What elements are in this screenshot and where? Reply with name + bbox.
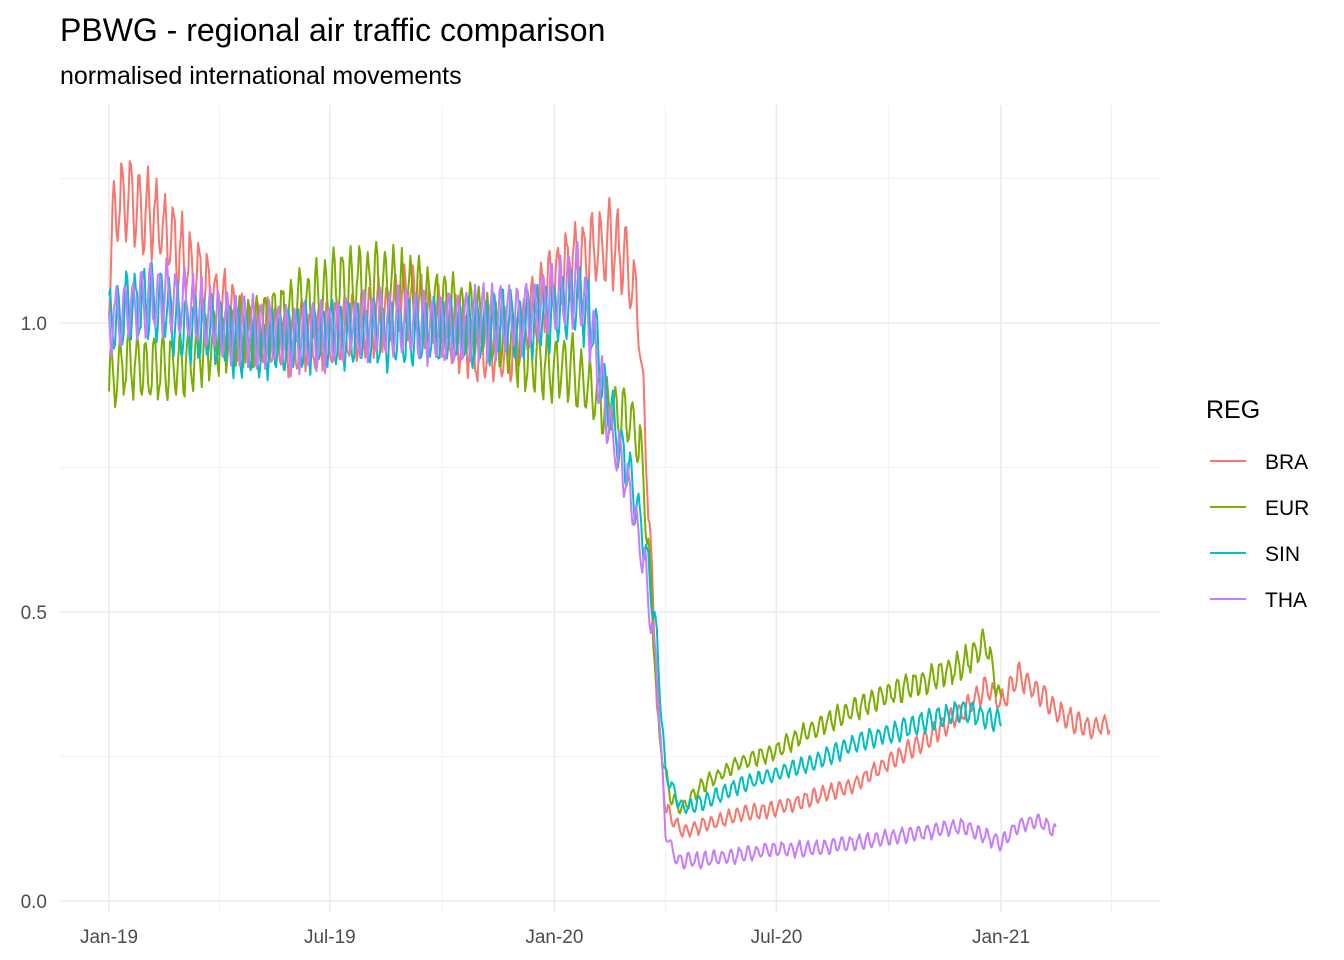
legend-label: THA (1265, 589, 1307, 612)
x-tick-label: Jul-19 (304, 927, 356, 948)
legend-label: EUR (1265, 497, 1309, 520)
y-tick-label: 0.0 (21, 892, 47, 913)
series-line-eur (108, 240, 1002, 815)
minor-gridlines (60, 105, 1160, 912)
series-line-tha (108, 241, 1057, 870)
y-tick-label: 0.5 (21, 603, 47, 624)
legend-title: REG (1206, 396, 1260, 424)
major-gridlines (60, 105, 1160, 912)
legend-label: BRA (1265, 451, 1308, 474)
x-tick-label: Jan-19 (80, 927, 138, 948)
chart-subtitle: normalised international movements (60, 62, 462, 90)
y-tick-label: 1.0 (21, 314, 47, 335)
series-line-bra (108, 160, 1111, 838)
legend: REG BRA EUR SIN THA (1206, 396, 1309, 612)
series-lines (108, 160, 1111, 870)
chart-title: PBWG - regional air traffic comparison (60, 12, 605, 48)
x-tick-label: Jul-20 (751, 927, 803, 948)
x-tick-label: Jan-20 (525, 927, 583, 948)
legend-label: SIN (1265, 543, 1300, 566)
y-axis-ticks: 0.0 0.5 1.0 (21, 314, 47, 913)
x-tick-label: Jan-21 (972, 927, 1030, 948)
x-axis-ticks: Jan-19 Jul-19 Jan-20 Jul-20 Jan-21 (80, 927, 1030, 948)
